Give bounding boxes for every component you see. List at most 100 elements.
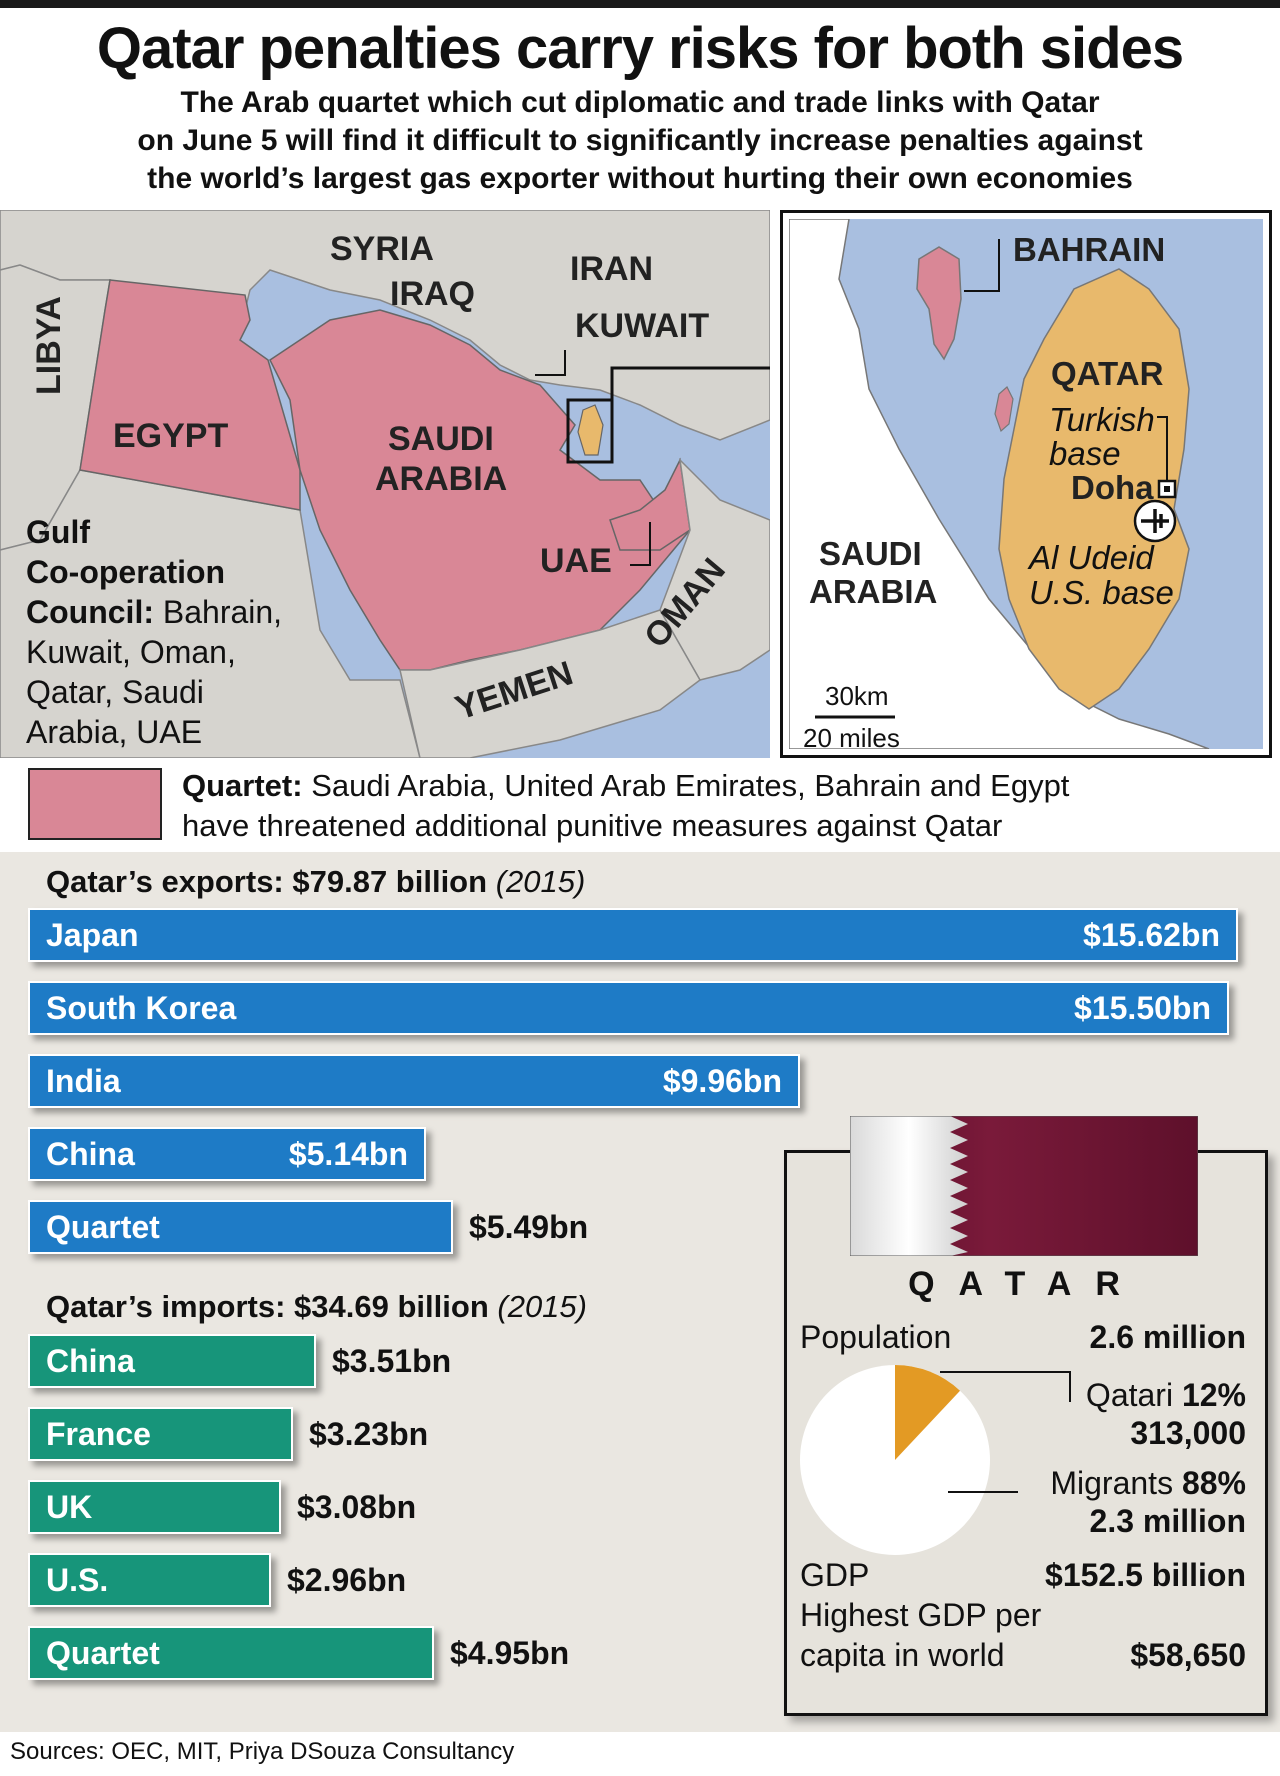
inset-bahrain-shape [916,246,962,361]
sources-note: Sources: OEC, MIT, Priya DSouza Consulta… [10,1738,515,1765]
gcc-members-line2: Kuwait, Oman, [26,634,236,670]
oman-shape [659,457,770,681]
qatari-count: 313,000 [1130,1415,1246,1451]
bar-value-label: $4.95bn [450,1635,570,1671]
inset-leader-line [610,366,770,400]
bar-value-label: $5.49bn [469,1209,589,1245]
inset-qatar-shape [998,268,1190,710]
map-label-kuwait: KUWAIT [575,307,709,345]
regional-map: SYRIA IRAQ IRAN KUWAIT LIBYA EGYPT SAUDI… [0,210,770,758]
map-label-saudi-line1: SAUDI [388,420,494,458]
quartet-text-line2: have threatened additional punitive meas… [182,808,1003,843]
gdp-pc-label-line2: capita in world [800,1637,1005,1673]
turkish-base-leader [1157,416,1168,481]
yemen-shape [399,609,701,758]
quartet-label: Quartet: [182,768,303,803]
quartet-text-line1: Saudi Arabia, United Arab Emirates, Bahr… [302,768,1070,803]
bar-value-label: $3.23bn [309,1416,429,1452]
inset-locator-box [566,398,614,464]
inset-label-udeid-line1: Al Udeid [1027,539,1155,576]
gcc-note: Gulf Co-operation Council: Bahrain, Kuwa… [26,512,326,752]
qatar-shape [577,404,604,456]
map-label-syria: SYRIA [330,230,434,268]
factbox-country: QATAR [908,1265,1144,1303]
imports-title-text: Qatar’s imports: $34.69 billion [46,1289,489,1324]
page-title: Qatar penalties carry risks for both sid… [96,16,1184,81]
bar-category-label: U.S. [46,1562,109,1598]
bar-exp-3: China $5.14bn [28,1127,426,1181]
sudan-region [0,469,421,758]
bar-imp-0: China [28,1334,316,1388]
quartet-swatch [28,768,162,840]
quartet-description: Quartet: Saudi Arabia, United Arab Emira… [182,766,1262,846]
migrants-count: 2.3 million [1089,1503,1246,1539]
bar-imp-2: UK [28,1480,281,1534]
bar-value-label: $9.96bn [662,1063,782,1099]
gcc-title-line1: Gulf [26,514,90,550]
capital-dot [1164,486,1170,492]
qatar-flag [850,1116,1198,1256]
inset-map-drawing: BAHRAIN QATAR Turkish base Doha Al Udeid… [789,219,1263,749]
inset-label-turkish-line1: Turkish [1049,401,1155,438]
gdp-pc-label-line1: Highest GDP per [800,1597,1042,1633]
bar-category-label: China [46,1136,135,1172]
bar-value-label: $5.14bn [288,1136,408,1172]
inset-label-bahrain: BAHRAIN [1013,231,1165,268]
inset-label-saudi-line1: SAUDI [819,535,922,572]
bar-value-label: $3.08bn [297,1489,417,1525]
population-pie [800,1365,1071,1555]
top-rule [0,0,1280,8]
uae-leader [630,522,651,566]
map-label-libya: LIBYA [30,296,68,395]
inset-label-doha: Doha [1071,469,1154,506]
kuwait-leader [535,350,566,376]
inset-label-qatar: QATAR [1051,355,1164,392]
egypt-shape [79,279,301,511]
page-subtitle: The Arab quartet which cut diplomatic an… [20,84,1260,198]
exports-title-note: (2015) [495,864,586,899]
bar-category-label: Quartet [46,1209,160,1245]
bar-exp-0: Japan $15.62bn [28,908,1238,962]
population-label: Population [800,1319,952,1355]
bar-category-label: China [46,1343,135,1379]
bar-exp-1: South Korea $15.50bn [28,981,1229,1035]
bahrain-leader [964,239,1000,292]
qatari-pct: 12% [1173,1377,1246,1413]
bar-category-label: France [46,1416,151,1452]
bar-imp-3: U.S. [28,1553,271,1607]
migrants-label: Migrants [1050,1465,1174,1501]
inset-map: BAHRAIN QATAR Turkish base Doha Al Udeid… [780,210,1272,758]
exports-title: Qatar’s exports: $79.87 billion (2015) [46,862,585,902]
qatari-label: Qatari [1085,1377,1174,1413]
map-label-saudi-line2: ARABIA [375,460,507,498]
flag-white-serrated [850,1116,968,1256]
gcc-members-line1: Council: Bahrain, [26,592,326,632]
bar-category-label: Japan [46,917,139,953]
bar-value-label: $15.62bn [1083,917,1220,953]
bar-category-label: UK [46,1489,93,1525]
map-label-iraq: IRAQ [390,275,475,313]
inset-hawar-islands [994,386,1014,433]
inset-label-udeid-line2: U.S. base [1029,574,1174,611]
scale-km-label: 30km [825,681,889,711]
gdp-value: $152.5 billion [1045,1557,1246,1593]
quartet-key: Quartet: Saudi Arabia, United Arab Emira… [0,758,1280,850]
gcc-members-line3: Qatar, Saudi [26,674,204,710]
bar-category-label: Quartet [46,1635,160,1671]
pie-slice-qatari [895,1365,961,1460]
bar-value-label: $15.50bn [1074,990,1211,1026]
bar-imp-4: Quartet [28,1626,434,1680]
saudi-shape [269,309,692,671]
qatari-line: Qatari 12% [1086,1376,1246,1414]
subtitle-line: the world’s largest gas exporter without… [147,162,1133,195]
inset-saudi-land [789,219,1210,749]
bar-category-label: South Korea [46,990,237,1026]
imports-title: Qatar’s imports: $34.69 billion (2015) [46,1287,587,1327]
scale-miles-label: 20 miles [803,723,900,749]
bar-imp-1: France [28,1407,293,1461]
map-label-iran: IRAN [570,250,653,288]
population-value: 2.6 million [1089,1319,1246,1355]
gcc-members-text: Bahrain, [153,594,283,630]
imports-title-note: (2015) [497,1289,587,1324]
gdp-pc-value: $58,650 [1130,1637,1246,1673]
